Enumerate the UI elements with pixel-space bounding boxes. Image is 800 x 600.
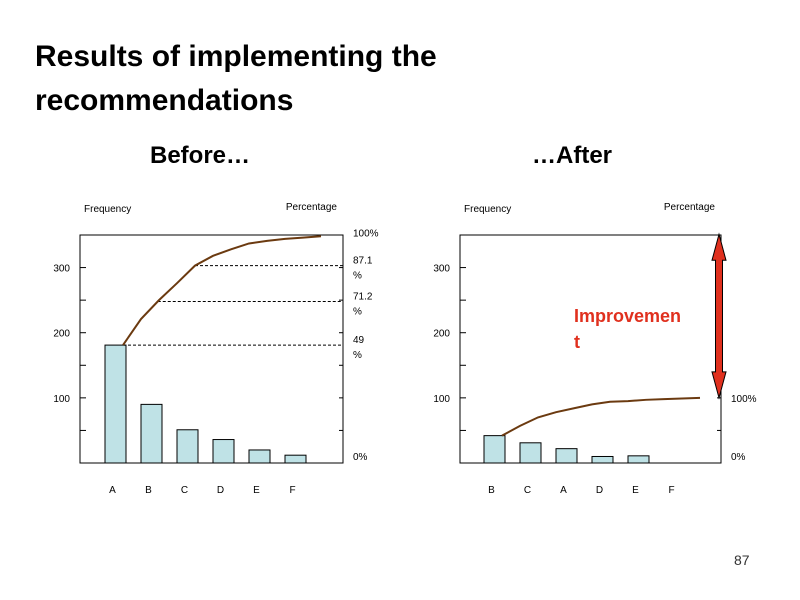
after-bar-C (519, 442, 542, 464)
after-percent-label: 0% (731, 452, 746, 463)
before-percent-label: % (353, 306, 362, 317)
before-bar-B (140, 403, 163, 464)
after-percentage-axis-title: Percentage (664, 202, 716, 213)
before-percent-label: 87.1 (353, 256, 373, 267)
before-bar-E (248, 449, 271, 464)
after-ytick-label: 300 (433, 264, 450, 275)
before-ytick-label: 300 (53, 264, 70, 275)
before-percent-label: % (353, 350, 362, 361)
after-category-label: D (596, 485, 603, 496)
after-improvement-arrow (711, 232, 727, 400)
after-heading: …After (532, 142, 613, 169)
before-category-label: C (181, 485, 188, 496)
before-percent-label: 49 (353, 335, 365, 346)
after-improvement-label-wrap: t (574, 332, 580, 352)
after-bar-A (555, 448, 578, 464)
before-heading: Before… (150, 142, 251, 169)
before-category-label: F (289, 485, 295, 496)
before-ytick-label: 200 (53, 329, 70, 340)
before-category-label: D (217, 485, 224, 496)
after-ytick-label: 200 (433, 329, 450, 340)
before-percent-label: 71.2 (353, 291, 373, 302)
after-category-label: E (632, 485, 639, 496)
before-percent-label: 100% (353, 228, 379, 239)
before-percent-label: % (353, 271, 362, 282)
after-improvement-label: Improvemen (574, 306, 681, 326)
after-cumulative-line (501, 396, 701, 437)
after-category-label: A (560, 485, 567, 496)
slide-title: Results of implementing the recommendati… (35, 40, 437, 117)
before-category-label: A (109, 485, 116, 496)
after-bar-D (591, 455, 614, 464)
before-bar-C (176, 429, 199, 464)
after-category-label: C (524, 485, 531, 496)
after-frequency-axis-title: Frequency (464, 204, 511, 215)
page-number: 87 (734, 552, 750, 568)
before-bar-F (284, 454, 307, 464)
before-category-label: B (145, 485, 152, 496)
after-category-label: F (668, 485, 674, 496)
before-ytick-label: 100 (53, 394, 70, 405)
before-plot-frame (79, 234, 344, 464)
after-bar-E (627, 455, 650, 464)
before-cumulative-line (122, 235, 322, 346)
before-category-label: E (253, 485, 260, 496)
before-percent-label: 0% (353, 452, 368, 463)
after-bar-B (483, 435, 506, 464)
before-bar-D (212, 439, 235, 464)
after-ytick-label: 100 (433, 394, 450, 405)
after-category-label: B (488, 485, 495, 496)
before-percentage-axis-title: Percentage (286, 202, 338, 213)
after-plot-frame (459, 234, 722, 464)
before-frequency-axis-title: Frequency (84, 204, 131, 215)
after-percent-label: 100% (731, 394, 757, 405)
before-bar-A (104, 344, 127, 464)
